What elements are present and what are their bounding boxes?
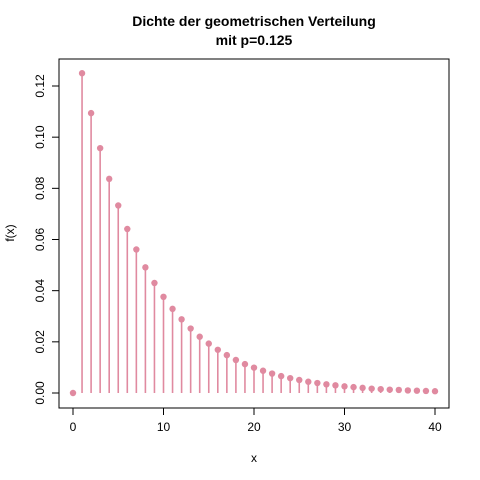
y-tick-label: 0.04	[33, 279, 47, 303]
data-point	[314, 379, 321, 387]
y-tick-label: 0.12	[33, 74, 47, 98]
data-point	[296, 376, 303, 384]
chart-title-line1: Dichte der geometrischen Verteilung	[132, 13, 376, 29]
data-point	[241, 360, 249, 368]
data-point	[142, 264, 149, 271]
chart-title-line2: mit p=0.125	[216, 32, 293, 48]
data-point	[323, 381, 330, 388]
data-point	[268, 370, 276, 377]
data-point	[368, 385, 375, 392]
data-point	[115, 202, 122, 209]
y-axis-label: f(x)	[3, 224, 17, 241]
data-point	[341, 383, 348, 390]
data-point	[106, 175, 113, 183]
data-stems	[81, 73, 436, 393]
data-point	[87, 109, 95, 117]
y-tick-label: 0.08	[33, 176, 47, 200]
data-point	[133, 246, 140, 253]
x-tick-label: 40	[428, 420, 442, 434]
x-axis-label: x	[251, 451, 257, 465]
data-point	[232, 356, 240, 364]
data-point	[196, 333, 203, 340]
data-point	[124, 225, 131, 233]
data-point	[205, 340, 212, 347]
y-tick-label: 0.10	[33, 125, 47, 149]
data-point	[178, 316, 185, 323]
data-point	[350, 383, 357, 391]
data-point	[404, 387, 412, 394]
data-point	[96, 144, 104, 152]
data-point	[332, 382, 339, 389]
data-point	[259, 367, 267, 374]
data-point	[223, 351, 231, 359]
data-point	[250, 364, 258, 371]
data-point	[169, 305, 176, 313]
data-point	[214, 346, 221, 353]
data-point	[277, 372, 285, 380]
data-point	[160, 293, 167, 301]
data-point	[151, 279, 158, 287]
x-tick-label: 10	[157, 420, 171, 434]
x-tick-label: 20	[247, 420, 261, 434]
data-points	[69, 70, 439, 397]
x-tick-label: 30	[338, 420, 352, 434]
data-point	[359, 384, 366, 392]
x-tick-label: 0	[70, 420, 77, 434]
data-point	[305, 378, 312, 385]
y-tick-label: 0.02	[33, 330, 47, 354]
data-point	[377, 385, 384, 393]
data-point	[422, 387, 430, 395]
y-tick-label: 0.00	[33, 381, 47, 405]
x-axis: 0 10 20 30 40	[70, 407, 442, 434]
data-point	[187, 325, 194, 332]
data-point	[287, 374, 294, 382]
y-axis: 0.00 0.02 0.04 0.06 0.08 0.10 0.12	[33, 74, 60, 405]
data-point	[386, 386, 393, 393]
data-point	[78, 70, 86, 77]
y-tick-label: 0.06	[33, 227, 47, 251]
data-point	[395, 386, 402, 394]
data-point	[413, 387, 421, 394]
data-point	[431, 388, 439, 395]
data-point	[69, 389, 77, 397]
